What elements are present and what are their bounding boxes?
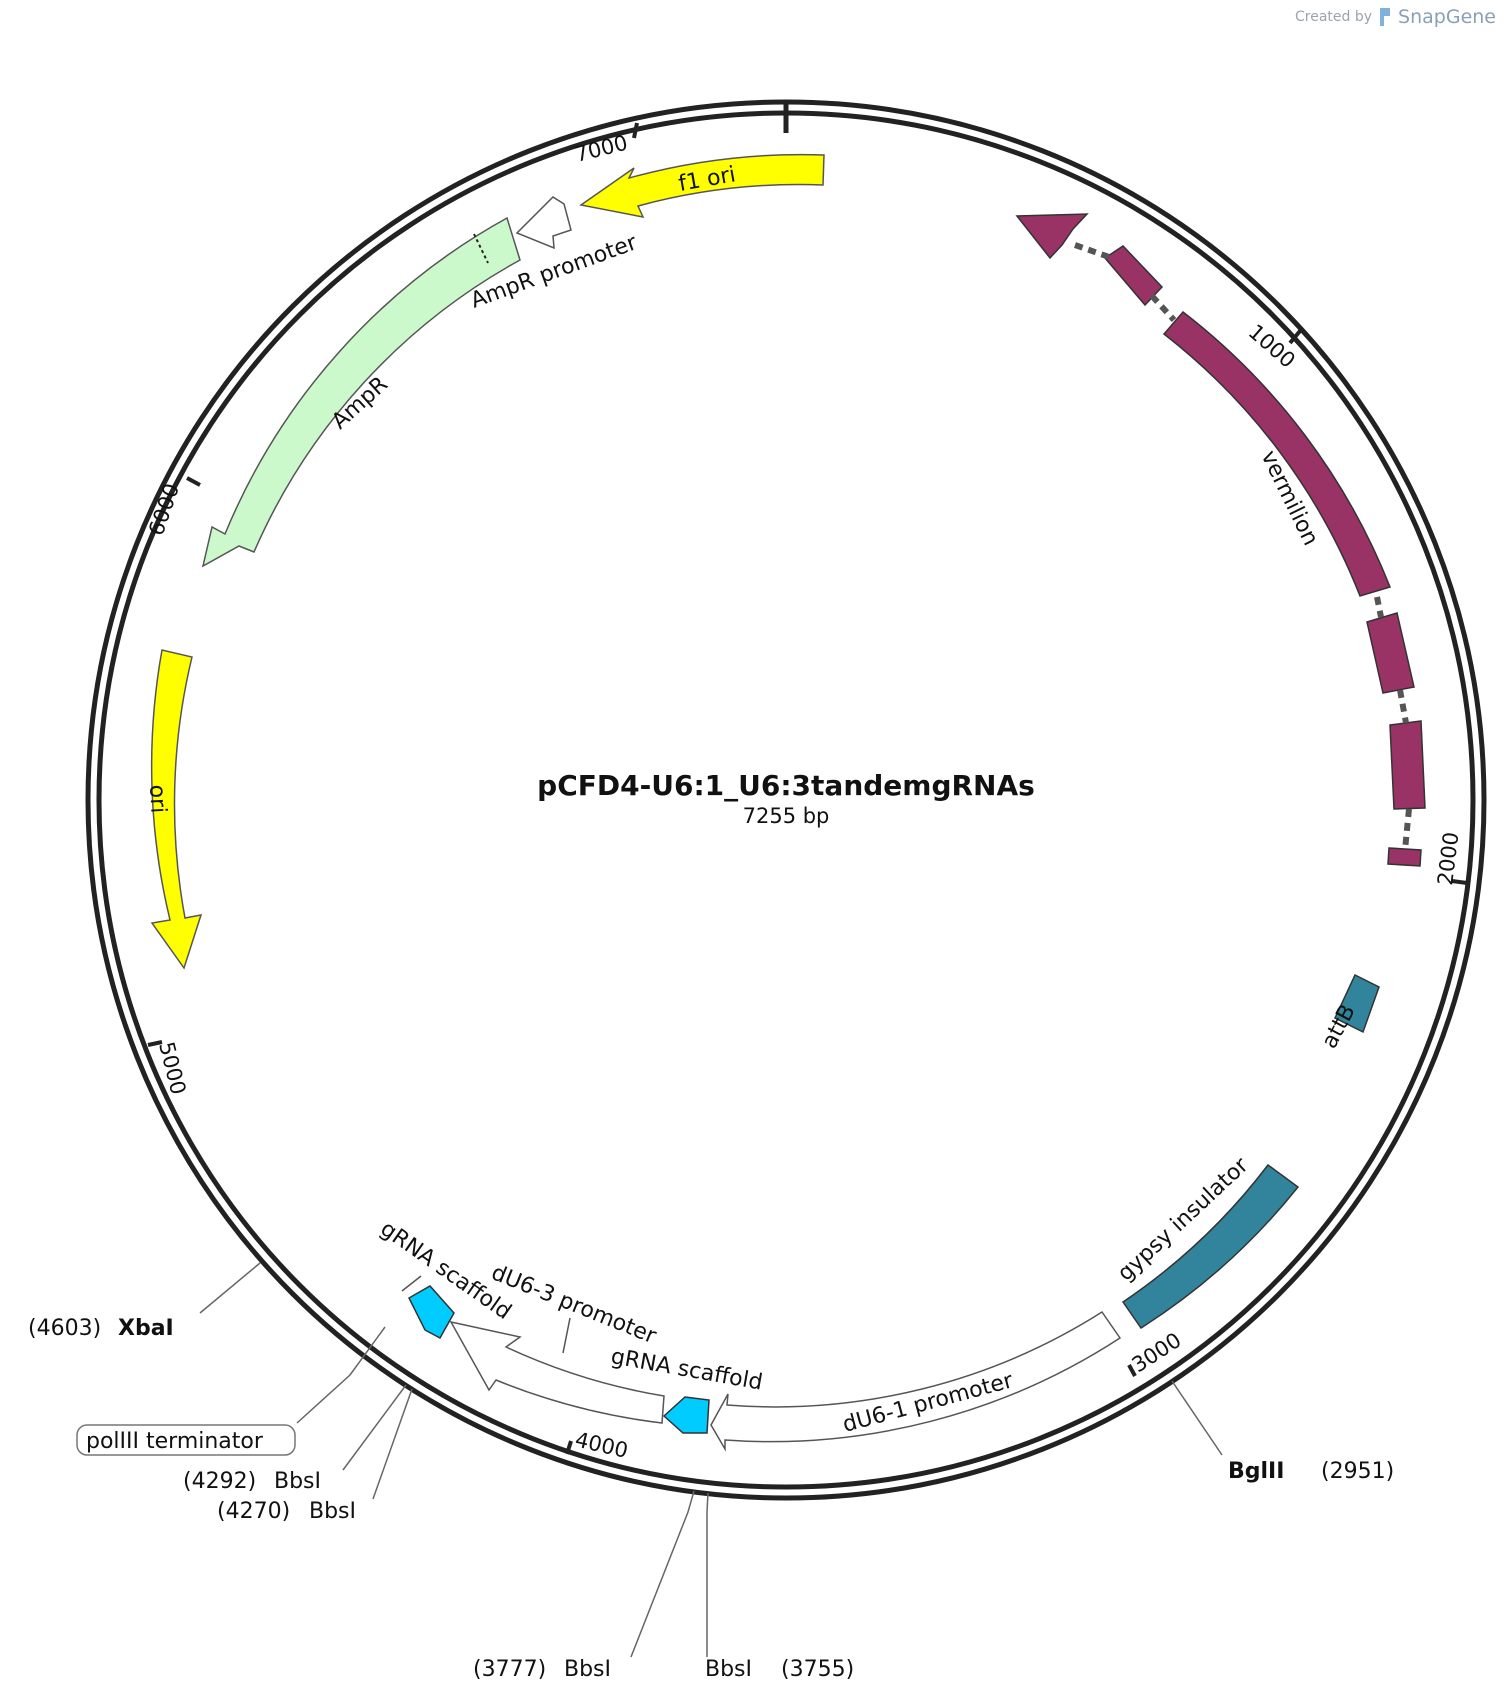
plasmid-length: 7255 bp xyxy=(743,804,830,828)
bbsi-4270-position: (4270) xyxy=(217,1499,290,1524)
vermilion-exon-2 xyxy=(1103,245,1164,307)
du6-3-promoter-feature xyxy=(449,1320,665,1424)
bbsi-3755-name: BbsI xyxy=(705,1657,752,1682)
tick-7000 xyxy=(632,122,639,139)
vermilion-exon-4 xyxy=(1366,612,1415,694)
credit-brand: SnapGene xyxy=(1398,6,1496,28)
bbsi-3777-leader xyxy=(630,1490,695,1658)
tick-1000 xyxy=(1288,329,1302,345)
xbai-position: (4603) xyxy=(28,1316,101,1341)
bglii-leader xyxy=(1171,1380,1223,1456)
tick-marks xyxy=(147,122,1468,1455)
ori-label: ori xyxy=(144,784,170,814)
du6-1-promoter-feature xyxy=(710,1310,1122,1452)
xbai-name: XbaI xyxy=(118,1316,174,1341)
gypsy-insulator-feature xyxy=(1121,1163,1300,1330)
bbsi-4292-position: (4292) xyxy=(183,1469,256,1494)
tick-3000 xyxy=(1127,1364,1137,1377)
vermilion-exon-1 xyxy=(1015,213,1089,260)
bglii-name: BglII xyxy=(1228,1459,1284,1484)
snapgene-credit: Created by SnapGene xyxy=(1295,6,1496,28)
tick-label-1000: 1000 xyxy=(1244,320,1300,373)
du6-3-promoter-leader xyxy=(562,1317,571,1354)
vermilion-exon-5 xyxy=(1389,720,1426,810)
grna-scaffold-2-label: gRNA scaffold xyxy=(609,1344,764,1395)
backbone-outer-ring xyxy=(85,99,1487,1501)
credit-prefix: Created by xyxy=(1295,9,1373,25)
poliii-terminator-marker xyxy=(401,1275,422,1292)
plasmid-name: pCFD4-U6:1_U6:3tandemgRNAs xyxy=(537,769,1035,802)
vermilion-exon-3 xyxy=(1162,310,1391,597)
attb-feature xyxy=(1334,973,1380,1034)
ampr-promoter-overlap-marker xyxy=(473,233,489,264)
f1-ori-feature xyxy=(579,153,825,219)
ori-feature xyxy=(150,649,203,970)
tick-2000 xyxy=(1451,879,1468,885)
bbsi-3777-position: (3777) xyxy=(473,1657,546,1682)
grna-scaffold-2-feature xyxy=(662,1396,710,1434)
bbsi-4270-leader xyxy=(372,1388,413,1500)
bbsi-4292-name: BbsI xyxy=(274,1469,321,1494)
tick-4000 xyxy=(565,1440,573,1455)
tick-5000 xyxy=(147,1040,163,1047)
snapgene-logo-icon xyxy=(1380,8,1391,26)
bbsi-3777-name: BbsI xyxy=(564,1657,611,1682)
tick-label-7000: 7000 xyxy=(572,131,630,167)
xbai-leader xyxy=(199,1262,261,1314)
poliii-terminator-label: polIII terminator xyxy=(86,1429,264,1454)
tick-label-2000: 2000 xyxy=(1433,831,1463,887)
poliii-terminator-leader xyxy=(296,1326,386,1424)
bbsi-4270-name: BbsI xyxy=(309,1499,356,1524)
grna-scaffold-1-feature xyxy=(408,1285,455,1340)
ampr-promoter-feature xyxy=(515,196,572,250)
poliii-terminator-box xyxy=(76,1424,296,1456)
tick-label-5000: 5000 xyxy=(154,1039,190,1097)
bbsi-3755-position: (3755) xyxy=(781,1657,854,1682)
tick-6000 xyxy=(186,476,201,487)
vermilion-exon-6 xyxy=(1387,847,1422,867)
tick-label-3000: 3000 xyxy=(1128,1328,1186,1377)
bbsi-4292-leader xyxy=(342,1384,407,1471)
vermilion-feature xyxy=(1015,213,1426,867)
site-leader-lines xyxy=(199,1262,1223,1658)
ampr-feature xyxy=(201,216,521,568)
bglii-position: (2951) xyxy=(1321,1459,1394,1484)
vermilion-introns xyxy=(1074,242,1412,851)
bbsi-3755-leader xyxy=(706,1492,709,1657)
